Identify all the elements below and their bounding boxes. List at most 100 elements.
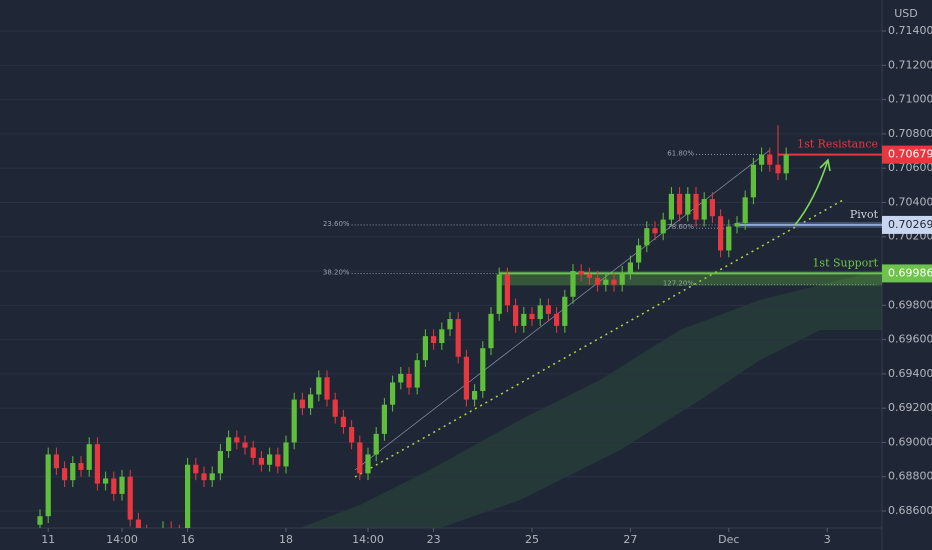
candle-body: [275, 454, 281, 467]
price-badge-label: 0.70269: [888, 218, 932, 231]
candle-body: [783, 154, 789, 174]
candle-body: [480, 348, 486, 392]
x-tick-label: Dec: [718, 533, 739, 546]
candle-body: [283, 442, 289, 467]
candle-body: [668, 193, 674, 220]
candle-body: [496, 274, 502, 314]
candle-body: [308, 394, 314, 409]
candle-body: [431, 336, 437, 344]
candle-body: [324, 377, 330, 400]
candle-body: [775, 164, 781, 174]
y-tick-label: 0.71400: [888, 24, 932, 37]
candle-body: [644, 228, 650, 246]
cloud: [300, 270, 882, 528]
candle-body: [234, 437, 240, 443]
candle-body: [94, 444, 100, 484]
candle-body: [562, 296, 568, 326]
fib-label: 38.20%: [323, 268, 350, 276]
candle-body: [455, 319, 461, 357]
fib-label: 78.60%: [667, 223, 694, 231]
x-tick-label: 11: [41, 533, 55, 546]
candle-body: [742, 197, 748, 224]
candle-body: [242, 442, 248, 448]
candle-body: [185, 464, 191, 528]
price-badge: [882, 145, 932, 164]
level-band: [499, 271, 882, 286]
level-label: 1st Resistance: [797, 138, 878, 151]
candle-body: [701, 199, 707, 220]
candle-body: [636, 245, 642, 263]
level-label: 1st Support: [812, 256, 878, 269]
candle-body: [734, 223, 740, 227]
candle-body: [513, 305, 519, 326]
candle-body: [119, 476, 125, 494]
candle-body: [652, 228, 658, 234]
candle-body: [357, 442, 363, 474]
candle-body: [463, 356, 469, 400]
candle-body: [381, 404, 387, 434]
candle-body: [316, 377, 322, 395]
y-tick-label: 0.69800: [888, 298, 932, 311]
candle-body: [70, 463, 76, 481]
candle-body: [332, 399, 338, 417]
candle-body: [439, 329, 445, 344]
candle-body: [267, 454, 273, 465]
price-badge-label: 0.69986: [888, 266, 932, 279]
candle-body: [193, 464, 199, 474]
fib-label: 61.80%: [667, 149, 694, 157]
candle-body: [250, 447, 256, 458]
x-tick-label: 23: [427, 533, 441, 546]
y-tick-label: 0.68800: [888, 470, 932, 483]
candle-body: [750, 164, 756, 198]
candle-body: [570, 271, 576, 297]
y-tick-label: 0.69000: [888, 435, 932, 448]
candle-body: [693, 193, 699, 220]
candle-body: [365, 454, 371, 474]
candle-body: [86, 444, 92, 470]
candle-body: [201, 473, 207, 481]
candle-body: [127, 476, 133, 520]
candle-body: [53, 454, 59, 469]
candle-body: [258, 457, 264, 465]
candle-body: [62, 468, 68, 481]
candle-body: [718, 216, 724, 251]
candle-body: [45, 454, 51, 517]
candle-body: [103, 478, 109, 484]
candle-body: [529, 313, 535, 320]
price-badge-label: 0.70679: [888, 148, 932, 161]
candle-body: [521, 313, 527, 326]
candle-body: [373, 433, 379, 455]
candle-body: [291, 399, 297, 443]
candle-body: [78, 463, 84, 470]
candle-body: [406, 373, 412, 388]
y-tick-label: 0.69400: [888, 367, 932, 380]
price-badge: [882, 215, 932, 234]
candle-body: [759, 154, 765, 165]
y-tick-label: 0.68600: [888, 504, 932, 517]
candle-body: [677, 193, 683, 215]
candle-body: [603, 279, 609, 285]
candle-body: [767, 154, 773, 165]
candle-body: [595, 277, 601, 285]
candle-body: [627, 262, 633, 273]
fib-label: 127.20%: [663, 280, 694, 288]
y-tick-label: 0.71000: [888, 93, 932, 106]
candle-body: [660, 219, 666, 234]
candle-body: [349, 427, 355, 443]
y-tick-label: 0.69200: [888, 401, 932, 414]
x-tick-label: 27: [623, 533, 637, 546]
candle-body: [726, 226, 732, 251]
candle-body: [414, 360, 420, 388]
candle-body: [217, 451, 223, 474]
candle-body: [619, 272, 625, 285]
y-tick-label: 0.70600: [888, 161, 932, 174]
candle-body: [611, 279, 617, 285]
candle-body: [340, 416, 346, 428]
candle-body: [545, 305, 551, 314]
x-tick-label: 14:00: [106, 533, 138, 546]
x-tick-label: 25: [525, 533, 539, 546]
candle-body: [537, 305, 543, 320]
candle-body: [422, 336, 428, 361]
candle-body: [135, 519, 141, 528]
